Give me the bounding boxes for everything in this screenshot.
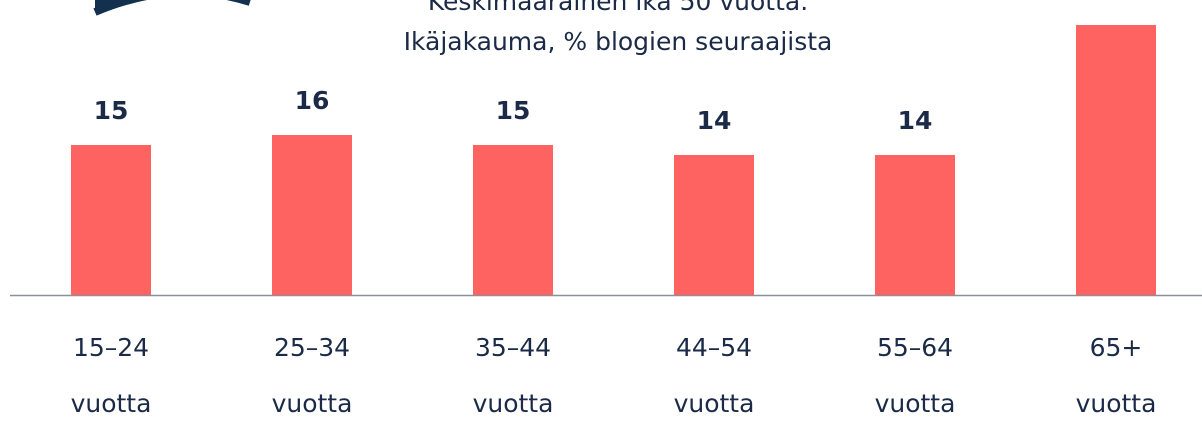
logo-shape: [95, 0, 118, 10]
bar: [674, 155, 754, 295]
bar: [272, 135, 352, 295]
value-label: 14: [898, 106, 933, 135]
bar: [71, 145, 151, 295]
x-tick-label: 35–44 vuotta: [472, 333, 554, 418]
value-label: 15: [496, 96, 531, 125]
bar: [473, 145, 553, 295]
value-label: 16: [295, 86, 330, 115]
x-tick-label: 25–34 vuotta: [271, 333, 353, 418]
x-tick-label: 65+ vuotta: [1075, 333, 1157, 418]
chart-subtitle: Ikäjakauma, % blogien seuraajista: [404, 27, 833, 56]
value-label: 15: [94, 96, 129, 125]
bar: [875, 155, 955, 295]
logo-arc: [93, 0, 251, 16]
value-label: 27: [1099, 0, 1134, 5]
chart-title: Keskimääräinen ikä 50 vuotta.: [428, 0, 808, 16]
value-label: 14: [697, 106, 732, 135]
bar: [1076, 25, 1156, 295]
x-tick-label: 44–54 vuotta: [673, 333, 755, 418]
x-tick-label: 15–24 vuotta: [70, 333, 152, 418]
x-tick-label: 55–64 vuotta: [874, 333, 956, 418]
